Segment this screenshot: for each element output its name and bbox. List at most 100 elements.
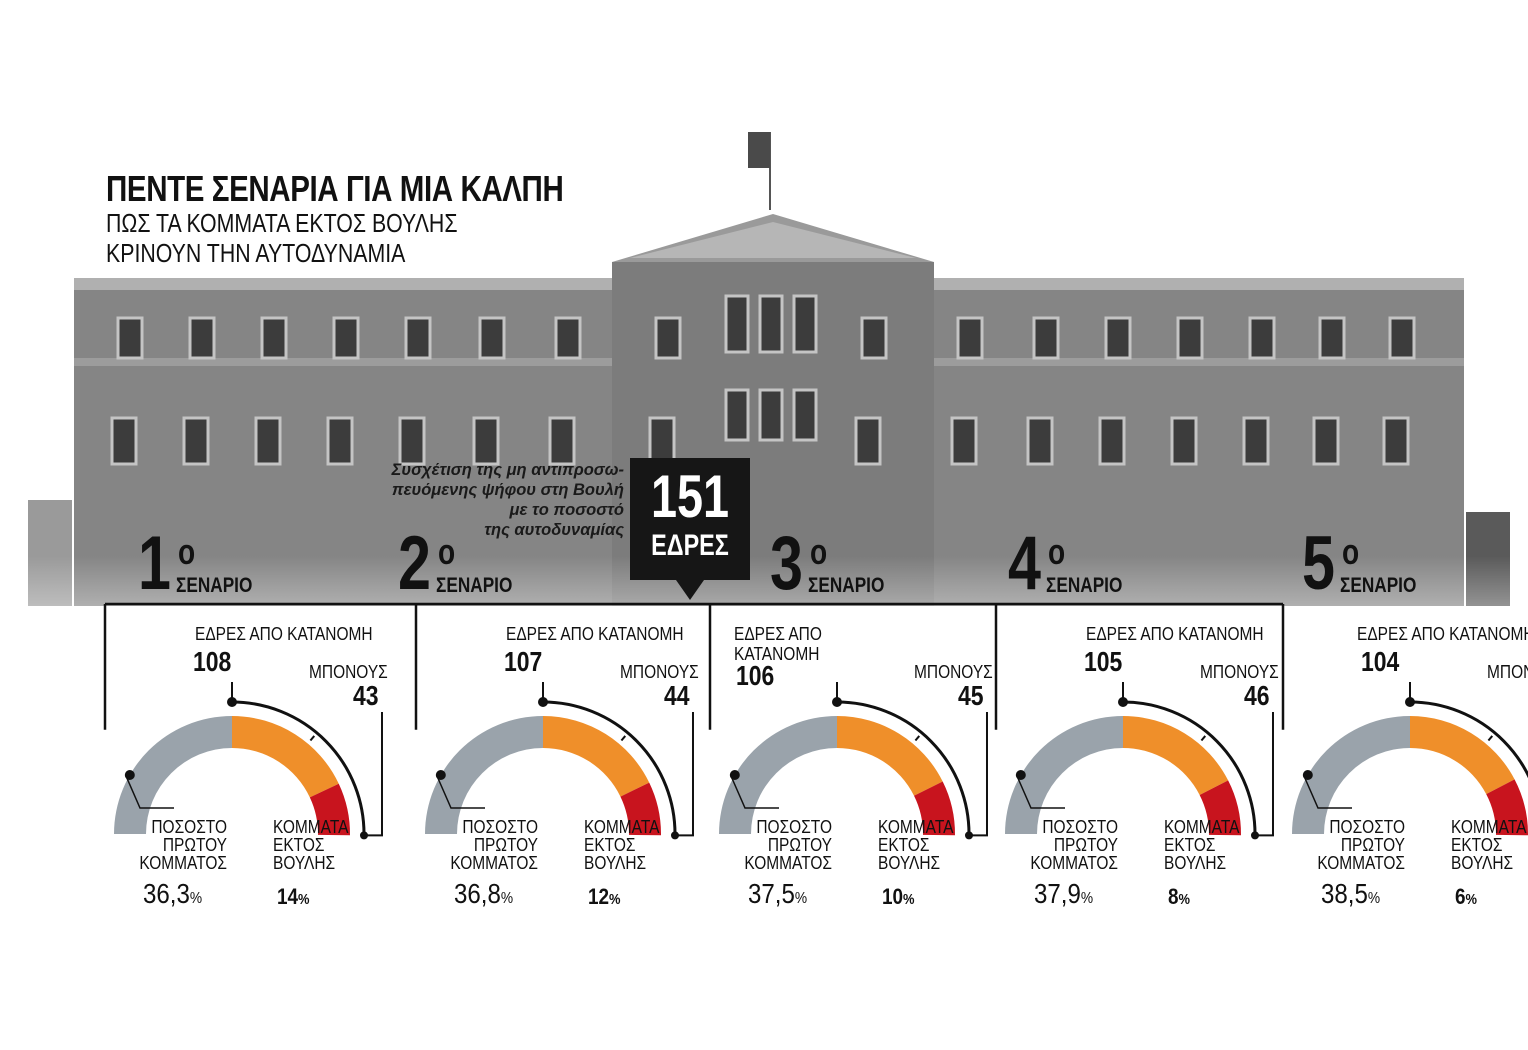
- bonus-leader: [968, 712, 988, 837]
- first-party-label-line: ΚΟΜΜΑΤΟΣ: [1030, 853, 1118, 873]
- first-party-percent: 37,5%: [748, 878, 807, 910]
- outside-parties-label: ΚΟΜΜΑΤΑ ΕΚΤΟΣ ΒΟΥΛΗΣ: [1451, 818, 1526, 872]
- arc-tick: [309, 735, 316, 742]
- percent-sign: %: [1465, 891, 1478, 908]
- scenario-word: ΣΕΝΑΡΙΟ: [1340, 574, 1417, 597]
- outside-parties-label: ΚΟΜΜΑΤΑ ΕΚΤΟΣ ΒΟΥΛΗΣ: [878, 818, 953, 872]
- scenario-ordinal-sup: ο: [178, 531, 196, 572]
- percent-sign: %: [1367, 890, 1381, 907]
- outside-parties-label-line: ΚΟΜΜΑΤΑ: [584, 817, 660, 837]
- first-party-label: ΠΟΣΟΣΤΟ ΠΡΩΤΟΥ ΚΟΜΜΑΤΟΣ: [132, 818, 227, 872]
- outside-parties-percent-value: 12: [588, 884, 610, 909]
- bonus-arc: [1486, 779, 1528, 836]
- outside-parties-label: ΚΟΜΜΑΤΑ ΕΚΤΟΣ ΒΟΥΛΗΣ: [1164, 818, 1239, 872]
- page-title: ΠΕΝΤΕ ΣΕΝΑΡΙΑ ΓΙΑ ΜΙΑ ΚΑΛΠΗ: [106, 168, 564, 209]
- first-party-arc: [114, 716, 232, 834]
- first-party-arc: [425, 716, 543, 834]
- first-party-pointer: [1303, 775, 1352, 809]
- outside-parties-label-line: ΒΟΥΛΗΣ: [1451, 853, 1514, 873]
- bonus-label: ΜΠΟΝΟΥΣ: [1487, 662, 1528, 682]
- outside-parties-percent-value: 10: [882, 884, 904, 909]
- first-party-label-line: ΠΡΩΤΟΥ: [1053, 835, 1118, 855]
- bonus-leader: [1254, 712, 1274, 837]
- outside-parties-label-line: ΕΚΤΟΣ: [1164, 835, 1216, 855]
- first-party-label: ΠΟΣΟΣΤΟ ΠΡΩΤΟΥ ΚΟΜΜΑΤΟΣ: [1310, 818, 1405, 872]
- scenario-ordinal-sup: ο: [1048, 531, 1066, 572]
- allocation-arc: [837, 716, 943, 796]
- seats-allocation-label: ΕΔΡΕΣ ΑΠΟ ΚΑΤΑΝΟΜΗ: [1357, 624, 1528, 644]
- seats-allocation-value: 107: [504, 646, 543, 677]
- seats-allocation-value: 106: [736, 660, 775, 691]
- first-party-label-line: ΠΟΣΟΣΤΟ: [1042, 817, 1118, 837]
- percent-sign: %: [794, 890, 808, 907]
- scenario-number: 4: [1008, 521, 1041, 606]
- bonus-label: ΜΠΟΝΟΥΣ: [914, 662, 993, 682]
- bonus-arc: [1199, 780, 1241, 836]
- first-party-arc: [1005, 716, 1123, 834]
- percent-sign: %: [298, 891, 310, 908]
- first-party-label: ΠΟΣΟΣΤΟ ΠΡΩΤΟΥ ΚΟΜΜΑΤΟΣ: [737, 818, 832, 872]
- outside-parties-label-line: ΚΟΜΜΑΤΑ: [1164, 817, 1240, 837]
- percent-sign: %: [1080, 890, 1094, 907]
- scenario-ordinal-sup: ο: [1342, 531, 1360, 572]
- percent-sign: %: [1178, 891, 1191, 908]
- outside-parties-label-line: ΚΟΜΜΑΤΑ: [878, 817, 954, 837]
- first-party-percent: 37,9%: [1034, 878, 1093, 910]
- first-party-percent: 38,5%: [1321, 878, 1380, 910]
- bonus-label: ΜΠΟΝΟΥΣ: [309, 662, 388, 682]
- percent-sign: %: [500, 890, 514, 907]
- note-line: πευόμενης ψήφου στη Βουλή: [391, 481, 624, 499]
- majority-pointer: [676, 580, 704, 600]
- bonus-value: 44: [664, 680, 690, 711]
- flag-icon: [748, 132, 770, 168]
- outside-parties-label-line: ΕΚΤΟΣ: [878, 835, 930, 855]
- first-party-percent-value: 37,9: [1034, 878, 1081, 909]
- first-party-arc: [1292, 716, 1410, 834]
- bonus-value: 43: [353, 680, 379, 711]
- arc-tick: [914, 735, 921, 742]
- seats-allocation-value: 108: [193, 646, 232, 677]
- percent-sign: %: [609, 891, 621, 908]
- allocation-arc: [1410, 716, 1515, 795]
- seats-allocation-label: ΚΑΤΑΝΟΜΗ: [734, 644, 820, 664]
- first-party-label-line: ΚΟΜΜΑΤΟΣ: [450, 853, 538, 873]
- percent-sign: %: [189, 890, 203, 907]
- first-party-label-line: ΚΟΜΜΑΤΟΣ: [139, 853, 227, 873]
- majority-box: 151 ΕΔΡΕΣ: [630, 458, 750, 580]
- outside-parties-percent: 6%: [1455, 884, 1477, 910]
- first-party-percent-value: 38,5: [1321, 878, 1368, 909]
- arc-tick: [1200, 735, 1207, 742]
- bonus-value: 45: [958, 680, 984, 711]
- outside-parties-label-line: ΒΟΥΛΗΣ: [273, 853, 336, 873]
- bonus-value: 46: [1244, 680, 1270, 711]
- seats-allocation-label: ΕΔΡΕΣ ΑΠΟ ΚΑΤΑΝΟΜΗ: [506, 624, 684, 644]
- first-party-label-line: ΠΡΩΤΟΥ: [767, 835, 832, 855]
- first-party-label-line: ΠΡΩΤΟΥ: [473, 835, 538, 855]
- note-line: με το ποσοστό: [509, 501, 624, 519]
- scenario-word: ΣΕΝΑΡΙΟ: [808, 574, 885, 597]
- outside-parties-label-line: ΚΟΜΜΑΤΑ: [1451, 817, 1527, 837]
- outside-parties-percent: 8%: [1168, 884, 1190, 910]
- scenario-number: 2: [398, 521, 431, 606]
- outside-parties-label-line: ΒΟΥΛΗΣ: [1164, 853, 1227, 873]
- outside-parties-label-line: ΕΚΤΟΣ: [584, 835, 636, 855]
- outside-parties-percent: 10%: [882, 884, 915, 910]
- first-party-label-line: ΚΟΜΜΑΤΟΣ: [1317, 853, 1405, 873]
- percent-sign: %: [903, 891, 915, 908]
- note-text: Συσχέτιση της μη αντιπροσω- πευόμενης ψή…: [388, 460, 624, 540]
- first-party-pointer: [1016, 775, 1065, 809]
- majority-arc-line: [1409, 700, 1528, 779]
- majority-arc-line: [231, 700, 366, 836]
- first-party-label: ΠΟΣΟΣΤΟ ΠΡΩΤΟΥ ΚΟΜΜΑΤΟΣ: [443, 818, 538, 872]
- page-subtitle-line1: ΠΩΣ ΤΑ ΚΟΜΜΑΤΑ ΕΚΤΟΣ ΒΟΥΛΗΣ: [106, 208, 458, 238]
- allocation-arc: [1123, 716, 1229, 795]
- first-party-label: ΠΟΣΟΣΤΟ ΠΡΩΤΟΥ ΚΟΜΜΑΤΟΣ: [1023, 818, 1118, 872]
- first-party-label-line: ΠΟΣΟΣΤΟ: [462, 817, 538, 837]
- first-party-label-line: ΚΟΜΜΑΤΟΣ: [744, 853, 832, 873]
- bonus-label: ΜΠΟΝΟΥΣ: [1200, 662, 1279, 682]
- scenario-number: 1: [138, 521, 171, 606]
- bonus-leader: [674, 712, 694, 837]
- seats-allocation-label: ΕΔΡΕΣ ΑΠΟ: [734, 624, 822, 644]
- note-line: της αυτοδυναμίας: [484, 521, 624, 539]
- scenario-word: ΣΕΝΑΡΙΟ: [436, 574, 513, 597]
